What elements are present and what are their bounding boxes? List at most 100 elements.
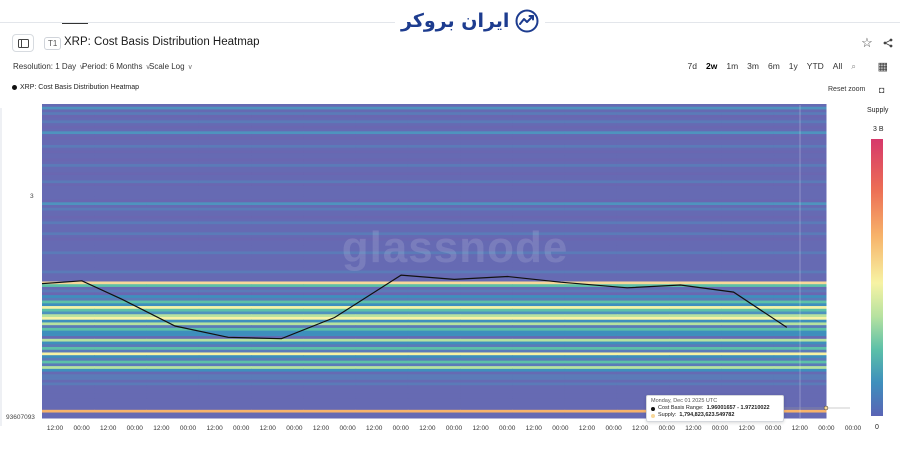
sidebar-toggle-button[interactable] [12,34,34,52]
scale-dropdown[interactable]: Scale Log ∨ [149,62,193,71]
heatmap-cell [146,374,200,378]
range-all[interactable]: All [832,61,843,71]
heatmap-cell [616,240,670,244]
favorite-star-icon[interactable]: ☆ [861,35,873,50]
x-tick-label: 00:00 [73,425,90,432]
price-line [41,274,788,340]
period-dropdown[interactable]: Period: 6 Months ∨ [82,62,151,71]
heatmap-cell [564,164,618,168]
calendar-icon[interactable]: ▦ [877,61,888,73]
heatmap-cell [146,308,200,313]
range-2w[interactable]: 2w [706,61,718,71]
heatmap-cell [303,286,357,291]
heatmap-cell [198,284,252,288]
heatmap-cell [42,385,95,389]
heatmap-cell [303,153,357,157]
heatmap-cell [512,136,566,140]
heatmap-cell [251,289,304,293]
range-1y[interactable]: 1y [788,61,798,71]
heatmap-cell [564,327,618,332]
heatmap-cell [355,144,409,149]
chart-legend[interactable]: XRP: Cost Basis Distribution Heatmap [12,84,139,91]
heatmap-cell [251,188,304,192]
heatmap-cell [42,134,95,138]
heatmap-cell [616,131,670,135]
heatmap-cell [355,396,409,400]
heatmap-cell [251,150,304,154]
heatmap-cell [669,153,722,157]
heatmap-cell [669,379,722,383]
range-1m[interactable]: 1m [726,61,739,71]
heatmap-cell [669,194,722,198]
heatmap-cell [721,368,775,373]
heatmap-cell [512,112,566,116]
heatmap-cell [94,210,148,214]
heatmap-cell [251,158,304,162]
heatmap-cell [721,374,775,378]
heatmap-cell [198,371,252,375]
heatmap-cell [721,237,775,242]
heatmap-cell [94,147,148,151]
heatmap-cell [146,180,200,184]
heatmap-cell [146,251,200,255]
heatmap-cell [564,125,618,130]
range-7d[interactable]: 7d [687,61,698,71]
share-icon[interactable] [878,34,898,52]
heatmap-cell [512,221,566,225]
heatmap-cell [773,344,827,348]
heatmap-cell [251,259,304,263]
heatmap-cell [721,235,775,239]
range-ytd[interactable]: YTD [806,61,824,71]
heatmap-cell [773,153,827,157]
heatmap-cell [460,412,513,416]
heatmap-cell [773,265,827,269]
heatmap-cell [146,109,200,113]
heatmap-cell [198,308,252,313]
heatmap-cell [564,123,618,127]
range-6m[interactable]: 6m [767,61,780,71]
heatmap-cell [512,120,566,124]
zoom-select-icon[interactable]: ⌕ [851,61,856,71]
heatmap-cell [721,109,775,113]
heatmap-cell [251,134,304,138]
heatmap-cell [251,123,304,127]
heatmap-cell [669,161,722,165]
heatmap-cell [669,338,722,343]
heatmap-cell [42,308,95,313]
heatmap-cell [198,330,252,334]
heatmap-cell [564,303,618,307]
heatmap-cell [773,316,827,321]
heatmap-cell [773,322,827,326]
heatmap-cell [94,407,148,411]
heatmap-cell [355,341,409,345]
heatmap-cell [251,311,304,315]
camera-icon[interactable]: ◘ [879,85,885,95]
heatmap-cell [669,120,722,124]
heatmap-cell [355,191,409,195]
heatmap-cell [669,235,722,239]
heatmap-cell [616,221,670,225]
heatmap-cell [146,120,200,124]
heatmap-cell [198,377,252,381]
heatmap-cell [512,235,566,239]
reset-zoom-button[interactable]: Reset zoom [828,86,866,93]
heatmap-cell [616,243,670,247]
range-3m[interactable]: 3m [747,61,759,71]
heatmap-cell [721,185,775,190]
heatmap-cell [460,232,513,236]
heatmap-cell [616,371,670,375]
resolution-dropdown[interactable]: Resolution: 1 Day ∨ [13,62,84,71]
heatmap-cell [94,144,148,149]
heatmap-cell [564,243,618,247]
heatmap-cell [355,379,409,383]
heatmap-cell [198,379,252,383]
heatmap-cell [564,174,618,179]
heatmap-cell [355,278,409,282]
heatmap-cell [407,125,461,130]
heatmap-cell [355,374,409,378]
heatmap-cell [564,188,618,192]
heatmap-cell [42,396,95,400]
heatmap-cell [407,224,461,228]
heatmap-cell [407,254,461,258]
